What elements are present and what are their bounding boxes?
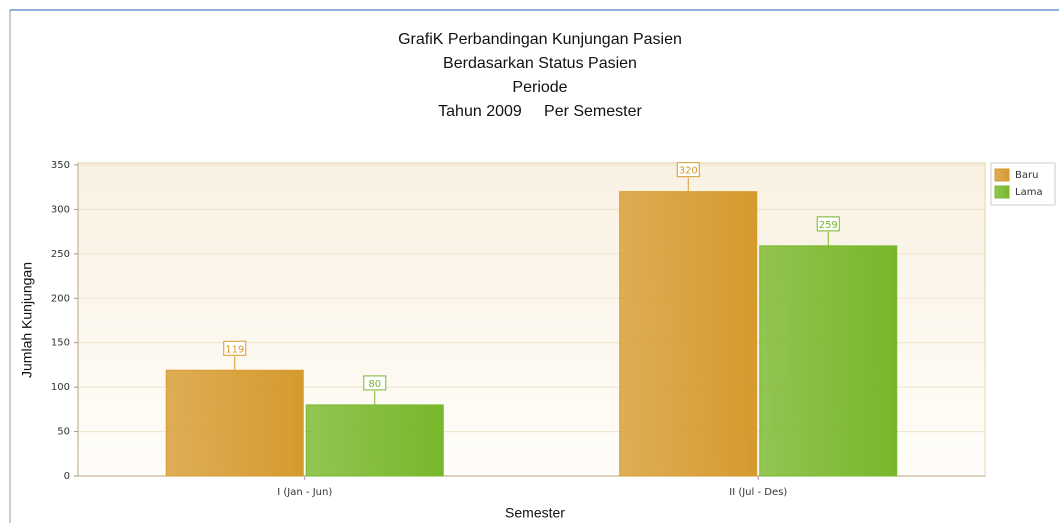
data-label: 119 — [225, 344, 244, 355]
chart-title: Periode — [512, 79, 567, 96]
label-box — [816, 216, 840, 232]
data-label: 259 — [819, 220, 838, 231]
data-label: 80 — [368, 379, 381, 390]
y-tick-label: 200 — [51, 293, 70, 304]
legend-label: Baru — [1015, 170, 1038, 181]
x-axis-label: Semester — [505, 505, 565, 521]
label-box — [223, 340, 247, 356]
y-tick-label: 150 — [51, 338, 70, 349]
y-tick-label: 300 — [51, 204, 70, 215]
x-tick-label: I (Jan - Jun) — [277, 487, 332, 498]
y-tick-label: 0 — [64, 471, 70, 482]
legend-swatch — [994, 185, 1010, 199]
bar — [619, 191, 758, 477]
bar — [165, 369, 304, 477]
chart-title: GrafiK Perbandingan Kunjungan Pasien — [398, 31, 682, 48]
x-tick-label: II (Jul - Des) — [729, 487, 787, 498]
y-tick-label: 350 — [51, 160, 70, 171]
chart-title: Tahun 2009 Per Semester — [438, 103, 642, 120]
y-tick-label: 250 — [51, 249, 70, 260]
data-label: 320 — [679, 166, 698, 177]
legend-swatch — [994, 168, 1010, 182]
chart-title: Berdasarkan Status Pasien — [443, 55, 637, 72]
legend-label: Lama — [1015, 187, 1043, 198]
y-tick-label: 100 — [51, 382, 70, 393]
y-tick-label: 50 — [57, 427, 70, 438]
label-box — [363, 375, 387, 391]
label-box — [676, 162, 700, 178]
y-axis-label: Jumlah Kunjungan — [19, 262, 35, 378]
bar — [759, 245, 898, 477]
bar — [305, 404, 444, 477]
